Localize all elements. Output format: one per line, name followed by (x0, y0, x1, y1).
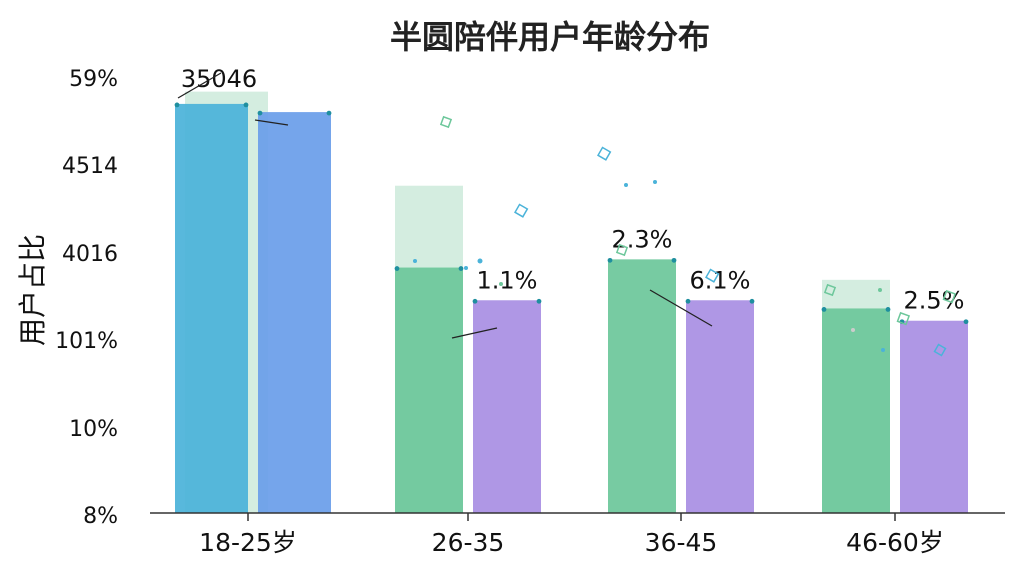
x-ticks: 18-25岁 26-35 36-45 46-60岁 (199, 513, 944, 557)
bar-s0-2 (608, 259, 676, 513)
bars (174, 102, 969, 513)
y-tick-label: 10% (69, 417, 118, 442)
bar-s0-3 (822, 308, 890, 513)
bar-s1-3 (900, 320, 968, 513)
bar-marker-s1-0-r (326, 110, 332, 116)
bar-marker-s0-2-r (671, 257, 677, 263)
bar-s0-0 (175, 103, 248, 513)
bar-marker-s0-0-r (243, 102, 249, 108)
bar-marker-s1-0-l (257, 110, 263, 116)
bar-marker-s1-1-r (536, 298, 542, 304)
bar-marker-s0-1-r (458, 266, 464, 271)
data-label: 1.1% (477, 266, 538, 294)
x-tick-label: 36-45 (645, 528, 718, 557)
bar-s1-1 (473, 300, 541, 513)
bar-marker-s1-1-l (472, 298, 478, 304)
bar-marker-s1-2-l (685, 298, 691, 304)
bar-marker-s0-3-r (885, 307, 891, 312)
bar-s1-2 (686, 300, 754, 513)
bar-marker-s0-0-l (174, 102, 180, 108)
y-tick-label: 4514 (62, 154, 118, 179)
data-label: 2.5% (904, 287, 965, 315)
bar-s1-0 (258, 112, 331, 513)
data-labels: 35046 1.1% 2.3% 6.1% 2.5% (181, 65, 965, 315)
decorations (177, 72, 957, 357)
data-label: 6.1% (690, 266, 751, 294)
chart-title: 半圆陪伴用户年龄分布 (390, 18, 710, 56)
x-tick-label: 46-60岁 (846, 528, 944, 557)
y-axis-label: 用户占比 (16, 234, 49, 346)
x-tick-label: 26-35 (432, 528, 505, 557)
bar-marker-s0-1-l (394, 266, 400, 271)
bar-marker-s1-3-r (963, 319, 969, 325)
data-label: 2.3% (612, 225, 673, 253)
bar-marker-s1-2-r (749, 298, 755, 304)
bar-marker-s0-3-l (821, 307, 827, 312)
bar-s0-1 (395, 267, 463, 513)
y-tick-label: 8% (83, 504, 118, 529)
y-tick-label: 59% (69, 67, 118, 92)
y-tick-label: 4016 (62, 242, 118, 267)
y-ticks: 8% 10% 101% 4016 4514 59% (55, 67, 118, 529)
data-label: 35046 (181, 65, 257, 93)
y-tick-label: 101% (55, 329, 118, 354)
x-tick-label: 18-25岁 (199, 528, 297, 557)
bar-marker-s0-2-l (607, 257, 613, 263)
